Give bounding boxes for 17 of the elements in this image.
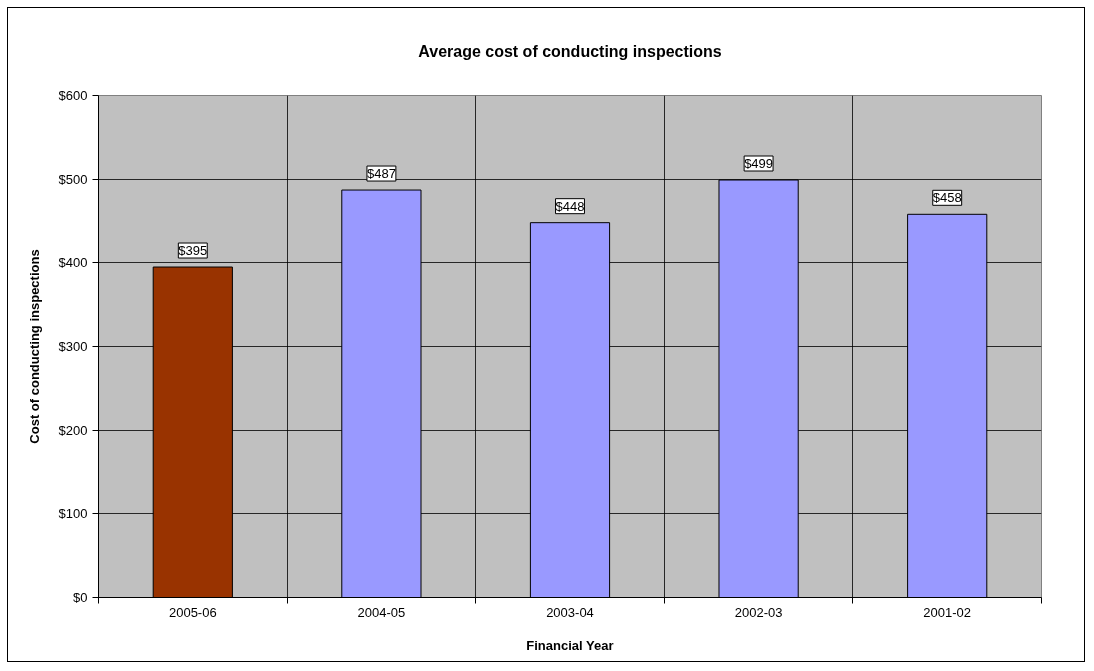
y-tick-label: $100	[58, 506, 88, 522]
x-tick-label: 2005-06	[168, 604, 217, 620]
chart-title: Average cost of conducting inspections	[418, 42, 722, 60]
y-tick-label: $300	[58, 339, 88, 354]
y-tick-label: $0	[73, 590, 88, 605]
data-label: $448	[555, 198, 585, 214]
x-tick-label: 2001-02	[923, 604, 972, 620]
data-label: $458	[932, 190, 962, 206]
y-tick-label: $400	[58, 255, 88, 271]
x-axis-title: Financial Year	[526, 637, 614, 653]
x-tick-label: 2002-03	[734, 604, 783, 620]
x-tick-label: 2003-04	[546, 604, 594, 620]
y-tick-label: $600	[58, 88, 88, 103]
y-tick-label: $500	[58, 171, 88, 187]
y-tick-label: $200	[58, 422, 88, 438]
y-axis-title: Cost of conducting inspections	[26, 249, 42, 444]
x-tick-label: 2004-05	[357, 604, 406, 620]
